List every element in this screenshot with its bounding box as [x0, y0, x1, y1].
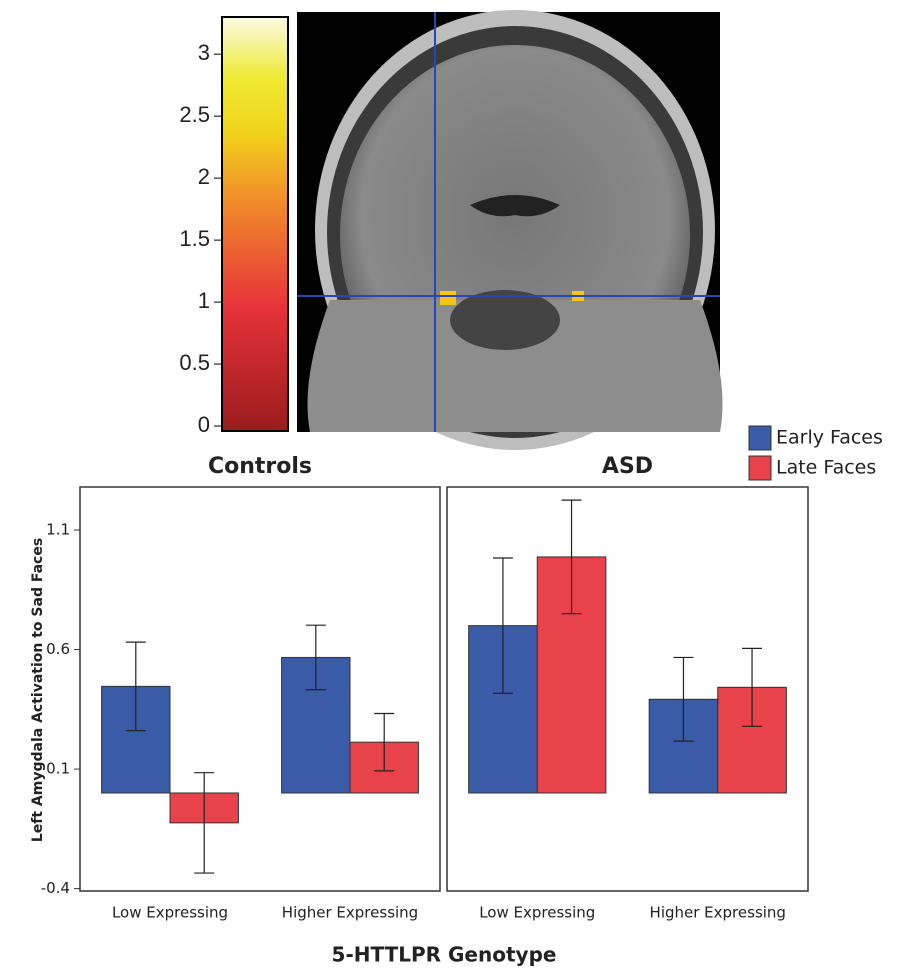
- legend-swatch: [749, 426, 771, 450]
- x-tick-label: Higher Expressing: [282, 904, 418, 922]
- legend-label: Late Faces: [776, 457, 876, 479]
- panel-title: Controls: [208, 454, 312, 479]
- colorbar: [222, 17, 288, 431]
- x-tick-label: Low Expressing: [112, 904, 228, 922]
- y-tick-label: 1.5: [179, 226, 210, 251]
- panel-title: ASD: [602, 454, 653, 479]
- y-tick-label: 0: [198, 412, 210, 437]
- legend-label: Early Faces: [776, 427, 883, 449]
- y-tick-label: 3: [198, 40, 210, 65]
- x-tick-label: Low Expressing: [479, 904, 595, 922]
- y-tick-label: 2.5: [179, 102, 210, 127]
- y-tick-label: 0.1: [46, 760, 70, 778]
- y-tick-label: 0.6: [46, 640, 70, 658]
- figure: 0 0.5 1 1.5 2 2.5 3 -0.4 0.1 0.6 1.1Left Amygdala …: [0, 0, 909, 971]
- brain-image: [297, 10, 723, 450]
- legend-swatch: [749, 456, 771, 480]
- y-tick-label: 0.5: [179, 350, 210, 375]
- x-tick-label: Higher Expressing: [650, 904, 786, 922]
- x-axis-label: 5-HTTLPR Genotype: [332, 943, 557, 967]
- y-tick-label: 1.1: [46, 521, 70, 539]
- y-axis-label: Left Amygdala Activation to Sad Faces: [30, 538, 46, 842]
- y-tick-label: 2: [198, 164, 210, 189]
- y-tick-label: -0.4: [41, 879, 70, 897]
- y-tick-label: 1: [198, 288, 210, 313]
